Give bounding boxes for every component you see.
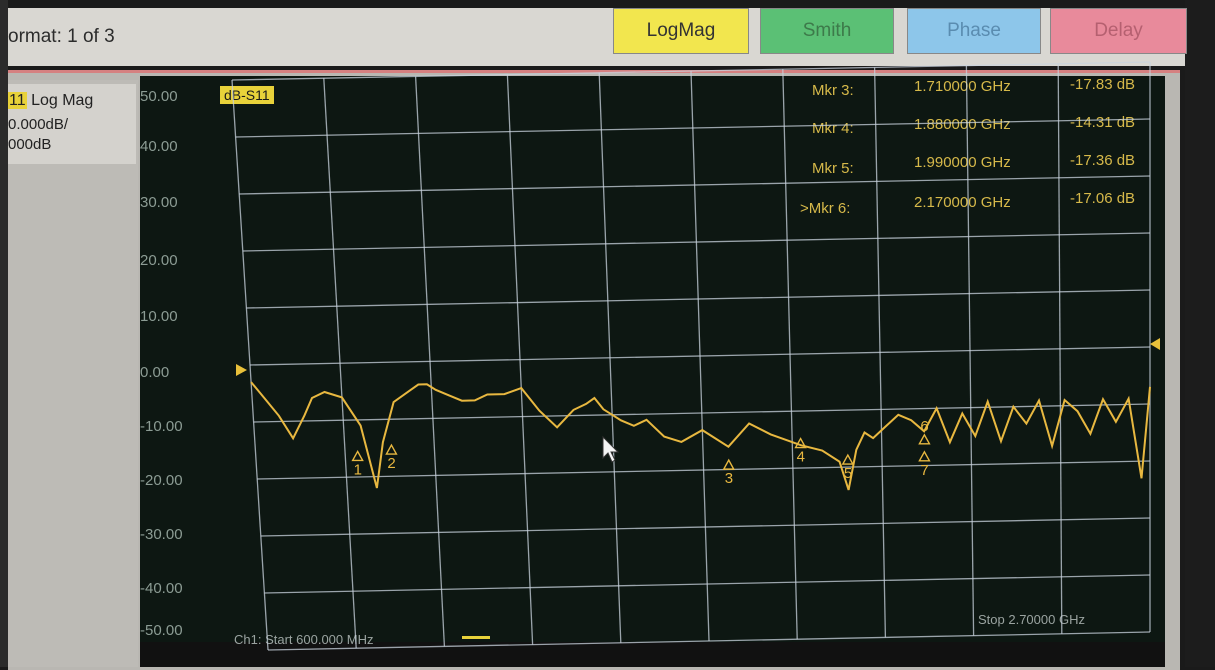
marker-number: 6 [920, 418, 928, 435]
reference-left-arrow-icon [236, 364, 247, 376]
grid-line [260, 517, 1151, 537]
marker-number: 3 [725, 470, 733, 487]
marker-readout-label: Mkr 4: [812, 120, 854, 137]
marker-number: 7 [920, 462, 928, 479]
marker-triangle-icon[interactable] [918, 433, 931, 445]
y-tick-label: 30.00 [140, 194, 178, 211]
graticule [231, 61, 1151, 651]
trace-number-chip: 11 [8, 92, 27, 109]
y-tick-label: -20.00 [140, 472, 183, 489]
analyzer-screen: 50.00 40.00 30.00 20.00 10.00 0.00 -10.0… [140, 76, 1165, 667]
marker-readout-label: Mkr 3: [812, 82, 854, 99]
grid-line [965, 65, 975, 636]
marker-readout-value: -17.06 dB [1070, 190, 1136, 207]
grid-line [253, 403, 1151, 423]
y-tick-label: -30.00 [140, 526, 183, 543]
marker-number: 2 [387, 455, 395, 472]
stop-frequency-label: Stop 2.70000 GHz [978, 612, 1085, 627]
reference-level: 000dB [8, 136, 52, 153]
mouse-cursor-icon [602, 435, 620, 463]
trace-info-panel: 11 Log Mag 0.000dB/ 000dB [8, 80, 138, 667]
marker-number: 5 [844, 465, 852, 482]
status-footer [140, 642, 1165, 667]
marker-triangle-icon[interactable] [351, 450, 364, 462]
grid-line [267, 631, 1151, 651]
phase-button[interactable]: Phase [907, 8, 1041, 54]
trace-info-box[interactable]: 11 Log Mag 0.000dB/ 000dB [8, 84, 136, 164]
y-tick-label: 50.00 [140, 88, 178, 105]
marker-triangle-icon[interactable] [385, 443, 398, 455]
monitor-bezel-right [1185, 0, 1215, 667]
trace-format-label: Log Mag [31, 92, 94, 109]
y-tick-label: 10.00 [140, 308, 178, 325]
grid-line [782, 69, 798, 640]
y-tick-label: 0.00 [140, 364, 170, 381]
y-tick-label: 20.00 [140, 252, 178, 269]
marker-readout-freq: 1.990000 GHz [914, 154, 1011, 171]
marker-triangle-icon[interactable] [918, 450, 931, 462]
marker-triangle-icon[interactable] [841, 453, 855, 465]
logmag-button[interactable]: LogMag [613, 8, 749, 54]
marker-triangle-icon[interactable] [722, 458, 735, 470]
trace-legend-swatch [462, 636, 490, 639]
y-tick-label: -10.00 [140, 418, 183, 435]
grid-line [873, 67, 887, 638]
monitor-bezel-left [0, 0, 8, 667]
s11-trace [250, 381, 1151, 491]
grid-line [257, 460, 1151, 480]
start-frequency-label: Ch1: Start 600.000 MHz [234, 632, 374, 647]
marker-readout-freq: 1.710000 GHz [914, 78, 1011, 95]
marker-readout-label: >Mkr 6: [800, 200, 851, 217]
marker-readout-value: -17.83 dB [1070, 76, 1136, 93]
y-tick-label: 40.00 [140, 138, 178, 155]
reference-right-arrow-icon [1150, 338, 1160, 350]
grid-line [1057, 63, 1063, 634]
marker-readout-label: Mkr 5: [812, 160, 854, 177]
scale-per-div: 0.000dB/ [8, 116, 69, 133]
softkey-bar: ormat: 1 of 3 LogMag Smith Phase Delay [8, 8, 1187, 66]
marker-readout-value: -17.36 dB [1070, 152, 1136, 169]
y-tick-label: -40.00 [140, 580, 183, 597]
marker-readout-value: -14.31 dB [1070, 114, 1136, 131]
grid-line [249, 346, 1151, 366]
grid-line [264, 574, 1151, 594]
trace-markers: 1 2 3 4 5 6 7 [351, 418, 931, 487]
smith-button[interactable]: Smith [760, 8, 894, 54]
y-tick-label: -50.00 [140, 622, 183, 639]
marker-number: 4 [797, 449, 805, 466]
delay-button[interactable]: Delay [1050, 8, 1187, 54]
marker-number: 1 [354, 461, 362, 478]
format-indicator: ormat: 1 of 3 [8, 26, 115, 47]
marker-readout-freq: 1.880000 GHz [914, 116, 1011, 133]
marker-triangle-icon[interactable] [794, 437, 807, 449]
marker-readout-freq: 2.170000 GHz [914, 194, 1011, 211]
trace-format-title: 11 Log Mag [8, 92, 93, 110]
